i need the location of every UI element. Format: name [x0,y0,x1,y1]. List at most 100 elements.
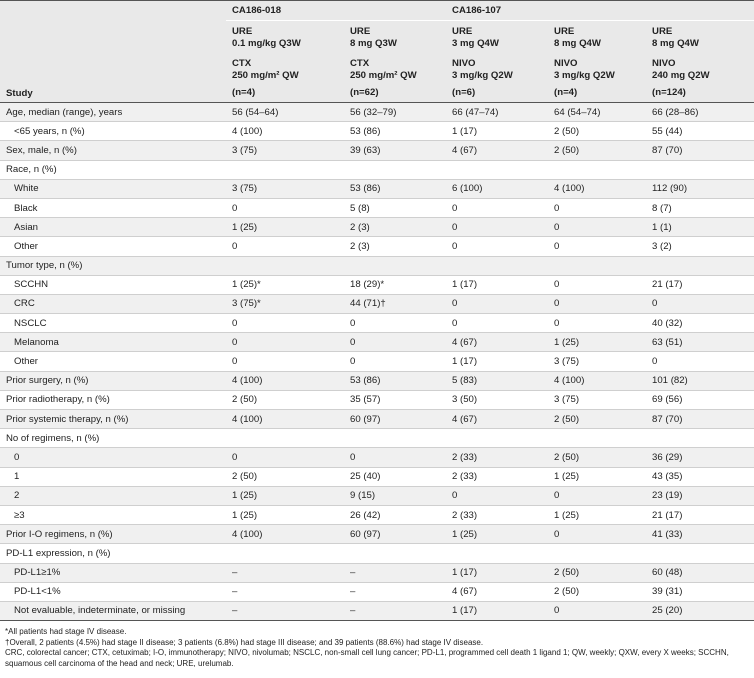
arm-ure-dose: URE 8 mg Q4W [554,25,601,49]
table-cell: – [344,600,447,622]
table-cell: 18 (29)* [344,274,447,295]
table-cell [344,255,447,276]
table-cell [226,255,344,276]
table-cell: 2 (50) [548,581,647,602]
table-cell: 1 (25) [446,524,549,544]
table-row: Other 0 0 1 (17) 3 (75) 0 [0,351,754,372]
table-cell: 0 [548,485,647,506]
footnote: *All patients had stage IV disease. [5,627,127,636]
table-cell: 3 (2) [646,236,754,256]
table-cell: 25 (40) [344,466,447,487]
table-cell: 0 [344,332,447,352]
table-cell: 53 (86) [344,178,447,199]
table-cell [446,543,549,563]
table-cell: 2 (50) [548,121,647,141]
table-cell [344,543,447,563]
table-cell: 1 (17) [446,600,549,622]
table-cell [446,428,549,448]
row-label: Other [0,236,226,256]
row-label: White [0,178,226,199]
table-cell [548,428,647,448]
table-cell: 0 [548,524,647,544]
table-cell: 101 (82) [646,370,754,391]
table-cell: 2 (3) [344,217,447,237]
table-cell: 3 (75) [548,389,647,410]
table-cell: 0 [446,217,549,237]
table-cell: 56 (54–64) [226,101,344,122]
table-cell: 0 [646,351,754,372]
arm-n-count: (n=6) [446,84,549,103]
table-row: ≥3 1 (25) 26 (42) 2 (33) 1 (25) 21 (17) [0,504,754,525]
table-cell [646,159,754,180]
table-cell: 4 (67) [446,332,549,352]
table-cell: 39 (63) [344,140,447,161]
table-row: CRC 3 (75)* 44 (71)† 0 0 0 [0,293,754,314]
table-cell: 0 [344,447,447,468]
row-label: Sex, male, n (%) [0,140,226,161]
arm-ure-dose: URE 8 mg Q3W [350,25,397,49]
table-row: Melanoma 0 0 4 (67) 1 (25) 63 (51) [0,332,754,352]
row-label: Tumor type, n (%) [0,255,226,276]
row-label: 0 [0,447,226,468]
table-cell: 66 (28–86) [646,101,754,122]
table-cell: 6 (100) [446,178,549,199]
table-cell: 3 (75) [226,178,344,199]
table-row: Not evaluable, indeterminate, or missing… [0,600,754,622]
table-cell: 9 (15) [344,485,447,506]
table-cell: 0 [344,351,447,372]
table-cell: 0 [226,197,344,218]
header-spacer [0,21,226,55]
table-cell: 5 (83) [446,370,549,391]
table-cell: 1 (1) [646,217,754,237]
row-label: Prior surgery, n (%) [0,370,226,391]
arm-n-count: (n=4) [226,84,344,103]
table-cell: 87 (70) [646,408,754,429]
table-cell: 0 [226,332,344,352]
table-cell: 3 (50) [446,389,549,410]
table-cell [646,428,754,448]
arm-n-count: (n=124) [646,84,754,103]
table-cell: 21 (17) [646,504,754,525]
table-row: Asian 1 (25) 2 (3) 0 0 1 (1) [0,217,754,237]
table-cell: 4 (100) [226,408,344,429]
row-label: ≥3 [0,504,226,525]
arm-ure-dose: URE 3 mg Q4W [452,25,499,49]
table-cell [646,255,754,276]
table-cell: 2 (33) [446,447,549,468]
table-cell: 1 (25) [548,332,647,352]
row-label: Prior systemic therapy, n (%) [0,408,226,429]
row-label: PD-L1<1% [0,581,226,602]
table-row: SCCHN 1 (25)* 18 (29)* 1 (17) 0 21 (17) [0,274,754,295]
table-row: Tumor type, n (%) [0,255,754,276]
table-row: Prior systemic therapy, n (%) 4 (100) 60 (… [0,408,754,429]
table-cell: 60 (48) [646,562,754,583]
table-cell: 43 (35) [646,466,754,487]
arm-combo-dose: CTX 250 mg/m² QW [350,57,417,81]
row-label: 1 [0,466,226,487]
table-cell [446,255,549,276]
table-cell: 2 (50) [226,466,344,487]
arm-n-count: (n=62) [344,84,447,103]
table-cell: 1 (25) [226,504,344,525]
footnotes: *All patients had stage IV disease. †Ove… [5,627,750,669]
table-cell: 0 [548,197,647,218]
row-label: NSCLC [0,313,226,333]
table-cell: 2 (33) [446,466,549,487]
table-cell: 1 (25) [548,466,647,487]
table-cell: 3 (75) [548,351,647,372]
table-cell: 4 (100) [226,121,344,141]
table-cell: 25 (20) [646,600,754,622]
table-row: PD-L1<1% – –4 (67) 2 (50) 39 (31) [0,581,754,602]
footnote: †Overall, 2 patients (4.5%) had stage II… [5,637,484,647]
row-label: SCCHN [0,274,226,295]
header-spacer [0,0,226,21]
table-cell: 60 (97) [344,524,447,544]
table-cell: 0 [226,447,344,468]
table-cell: 64 (54–74) [548,101,647,122]
table-cell: 53 (86) [344,370,447,391]
table-cell: 0 [548,313,647,333]
table-cell: 1 (17) [446,562,549,583]
table-cell: 23 (19) [646,485,754,506]
table-cell: 8 (7) [646,197,754,218]
